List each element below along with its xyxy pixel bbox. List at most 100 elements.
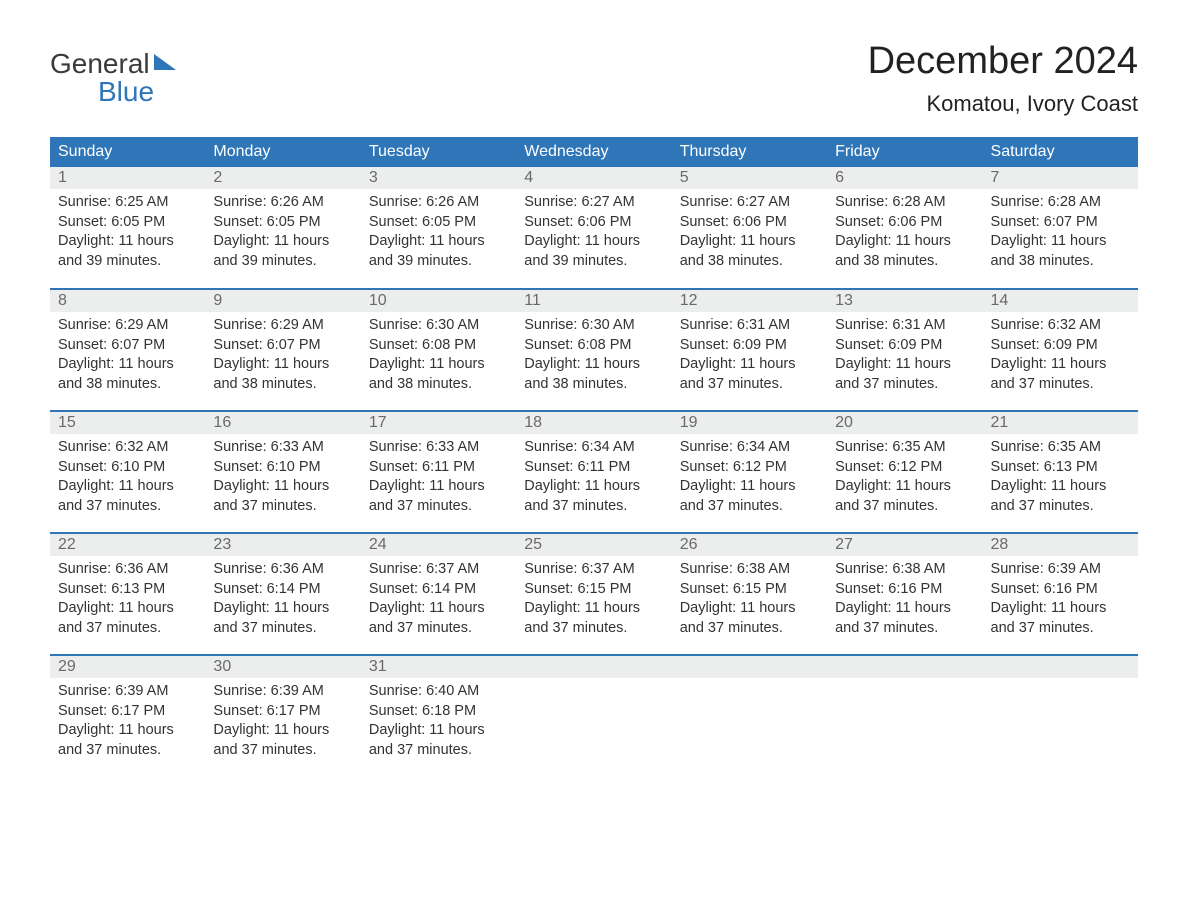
day-body: Sunrise: 6:37 AMSunset: 6:15 PMDaylight:… bbox=[516, 556, 671, 648]
day-body: Sunrise: 6:33 AMSunset: 6:11 PMDaylight:… bbox=[361, 434, 516, 526]
day-body: Sunrise: 6:29 AMSunset: 6:07 PMDaylight:… bbox=[205, 312, 360, 404]
calendar-cell: 7Sunrise: 6:28 AMSunset: 6:07 PMDaylight… bbox=[983, 167, 1138, 289]
month-title: December 2024 bbox=[868, 40, 1138, 83]
day-number: 23 bbox=[205, 534, 360, 556]
day-body: Sunrise: 6:26 AMSunset: 6:05 PMDaylight:… bbox=[205, 189, 360, 281]
calendar-cell: 19Sunrise: 6:34 AMSunset: 6:12 PMDayligh… bbox=[672, 411, 827, 533]
day-number: 5 bbox=[672, 167, 827, 189]
day-number: 18 bbox=[516, 412, 671, 434]
day-number: 22 bbox=[50, 534, 205, 556]
weekday-header: Friday bbox=[827, 137, 982, 167]
day-number: 11 bbox=[516, 290, 671, 312]
day-number-empty bbox=[983, 656, 1138, 678]
calendar-cell bbox=[827, 655, 982, 777]
day-number: 1 bbox=[50, 167, 205, 189]
day-number: 15 bbox=[50, 412, 205, 434]
calendar-cell: 1Sunrise: 6:25 AMSunset: 6:05 PMDaylight… bbox=[50, 167, 205, 289]
calendar-cell: 20Sunrise: 6:35 AMSunset: 6:12 PMDayligh… bbox=[827, 411, 982, 533]
day-number: 30 bbox=[205, 656, 360, 678]
calendar-cell bbox=[516, 655, 671, 777]
day-body: Sunrise: 6:38 AMSunset: 6:16 PMDaylight:… bbox=[827, 556, 982, 648]
calendar-head: SundayMondayTuesdayWednesdayThursdayFrid… bbox=[50, 137, 1138, 167]
title-block: December 2024 Komatou, Ivory Coast bbox=[868, 40, 1138, 117]
day-body: Sunrise: 6:31 AMSunset: 6:09 PMDaylight:… bbox=[672, 312, 827, 404]
calendar-cell: 14Sunrise: 6:32 AMSunset: 6:09 PMDayligh… bbox=[983, 289, 1138, 411]
calendar-cell: 16Sunrise: 6:33 AMSunset: 6:10 PMDayligh… bbox=[205, 411, 360, 533]
calendar-cell: 6Sunrise: 6:28 AMSunset: 6:06 PMDaylight… bbox=[827, 167, 982, 289]
day-number: 3 bbox=[361, 167, 516, 189]
day-body: Sunrise: 6:39 AMSunset: 6:17 PMDaylight:… bbox=[205, 678, 360, 770]
calendar-cell: 21Sunrise: 6:35 AMSunset: 6:13 PMDayligh… bbox=[983, 411, 1138, 533]
calendar-week: 22Sunrise: 6:36 AMSunset: 6:13 PMDayligh… bbox=[50, 533, 1138, 655]
brand-line1: General bbox=[50, 50, 150, 78]
calendar-cell: 22Sunrise: 6:36 AMSunset: 6:13 PMDayligh… bbox=[50, 533, 205, 655]
day-body: Sunrise: 6:34 AMSunset: 6:11 PMDaylight:… bbox=[516, 434, 671, 526]
day-number: 25 bbox=[516, 534, 671, 556]
day-number-empty bbox=[827, 656, 982, 678]
brand-logo: General Blue bbox=[50, 50, 176, 106]
day-body: Sunrise: 6:35 AMSunset: 6:13 PMDaylight:… bbox=[983, 434, 1138, 526]
day-number: 29 bbox=[50, 656, 205, 678]
day-number-empty bbox=[672, 656, 827, 678]
calendar-cell: 8Sunrise: 6:29 AMSunset: 6:07 PMDaylight… bbox=[50, 289, 205, 411]
calendar-cell: 3Sunrise: 6:26 AMSunset: 6:05 PMDaylight… bbox=[361, 167, 516, 289]
day-number: 16 bbox=[205, 412, 360, 434]
weekday-header: Thursday bbox=[672, 137, 827, 167]
day-number: 31 bbox=[361, 656, 516, 678]
day-body: Sunrise: 6:32 AMSunset: 6:09 PMDaylight:… bbox=[983, 312, 1138, 404]
day-body: Sunrise: 6:36 AMSunset: 6:13 PMDaylight:… bbox=[50, 556, 205, 648]
day-body: Sunrise: 6:31 AMSunset: 6:09 PMDaylight:… bbox=[827, 312, 982, 404]
calendar-cell: 4Sunrise: 6:27 AMSunset: 6:06 PMDaylight… bbox=[516, 167, 671, 289]
day-number: 7 bbox=[983, 167, 1138, 189]
day-number-empty bbox=[516, 656, 671, 678]
day-body: Sunrise: 6:28 AMSunset: 6:07 PMDaylight:… bbox=[983, 189, 1138, 281]
location-label: Komatou, Ivory Coast bbox=[868, 91, 1138, 117]
day-body: Sunrise: 6:33 AMSunset: 6:10 PMDaylight:… bbox=[205, 434, 360, 526]
day-body: Sunrise: 6:27 AMSunset: 6:06 PMDaylight:… bbox=[516, 189, 671, 281]
day-number: 28 bbox=[983, 534, 1138, 556]
calendar-cell: 13Sunrise: 6:31 AMSunset: 6:09 PMDayligh… bbox=[827, 289, 982, 411]
calendar-cell: 17Sunrise: 6:33 AMSunset: 6:11 PMDayligh… bbox=[361, 411, 516, 533]
day-body: Sunrise: 6:28 AMSunset: 6:06 PMDaylight:… bbox=[827, 189, 982, 281]
calendar-cell: 24Sunrise: 6:37 AMSunset: 6:14 PMDayligh… bbox=[361, 533, 516, 655]
weekday-header: Saturday bbox=[983, 137, 1138, 167]
calendar-cell: 12Sunrise: 6:31 AMSunset: 6:09 PMDayligh… bbox=[672, 289, 827, 411]
calendar-cell: 26Sunrise: 6:38 AMSunset: 6:15 PMDayligh… bbox=[672, 533, 827, 655]
page-header: General Blue December 2024 Komatou, Ivor… bbox=[50, 40, 1138, 117]
calendar-week: 29Sunrise: 6:39 AMSunset: 6:17 PMDayligh… bbox=[50, 655, 1138, 777]
day-body: Sunrise: 6:29 AMSunset: 6:07 PMDaylight:… bbox=[50, 312, 205, 404]
weekday-header: Tuesday bbox=[361, 137, 516, 167]
calendar-cell: 31Sunrise: 6:40 AMSunset: 6:18 PMDayligh… bbox=[361, 655, 516, 777]
day-number: 2 bbox=[205, 167, 360, 189]
day-number: 19 bbox=[672, 412, 827, 434]
weekday-header: Wednesday bbox=[516, 137, 671, 167]
day-body: Sunrise: 6:26 AMSunset: 6:05 PMDaylight:… bbox=[361, 189, 516, 281]
day-number: 14 bbox=[983, 290, 1138, 312]
day-body: Sunrise: 6:37 AMSunset: 6:14 PMDaylight:… bbox=[361, 556, 516, 648]
calendar-cell: 15Sunrise: 6:32 AMSunset: 6:10 PMDayligh… bbox=[50, 411, 205, 533]
day-number: 4 bbox=[516, 167, 671, 189]
day-number: 27 bbox=[827, 534, 982, 556]
day-body: Sunrise: 6:39 AMSunset: 6:16 PMDaylight:… bbox=[983, 556, 1138, 648]
calendar-cell: 18Sunrise: 6:34 AMSunset: 6:11 PMDayligh… bbox=[516, 411, 671, 533]
day-number: 6 bbox=[827, 167, 982, 189]
calendar-table: SundayMondayTuesdayWednesdayThursdayFrid… bbox=[50, 137, 1138, 777]
calendar-cell: 10Sunrise: 6:30 AMSunset: 6:08 PMDayligh… bbox=[361, 289, 516, 411]
day-number: 21 bbox=[983, 412, 1138, 434]
day-body: Sunrise: 6:39 AMSunset: 6:17 PMDaylight:… bbox=[50, 678, 205, 770]
calendar-cell: 25Sunrise: 6:37 AMSunset: 6:15 PMDayligh… bbox=[516, 533, 671, 655]
day-number: 8 bbox=[50, 290, 205, 312]
day-number: 10 bbox=[361, 290, 516, 312]
day-number: 26 bbox=[672, 534, 827, 556]
calendar-cell: 30Sunrise: 6:39 AMSunset: 6:17 PMDayligh… bbox=[205, 655, 360, 777]
day-body: Sunrise: 6:25 AMSunset: 6:05 PMDaylight:… bbox=[50, 189, 205, 281]
day-number: 17 bbox=[361, 412, 516, 434]
calendar-week: 15Sunrise: 6:32 AMSunset: 6:10 PMDayligh… bbox=[50, 411, 1138, 533]
calendar-cell: 27Sunrise: 6:38 AMSunset: 6:16 PMDayligh… bbox=[827, 533, 982, 655]
calendar-cell bbox=[672, 655, 827, 777]
calendar-cell: 11Sunrise: 6:30 AMSunset: 6:08 PMDayligh… bbox=[516, 289, 671, 411]
calendar-cell: 29Sunrise: 6:39 AMSunset: 6:17 PMDayligh… bbox=[50, 655, 205, 777]
day-number: 24 bbox=[361, 534, 516, 556]
day-body: Sunrise: 6:34 AMSunset: 6:12 PMDaylight:… bbox=[672, 434, 827, 526]
calendar-cell: 2Sunrise: 6:26 AMSunset: 6:05 PMDaylight… bbox=[205, 167, 360, 289]
